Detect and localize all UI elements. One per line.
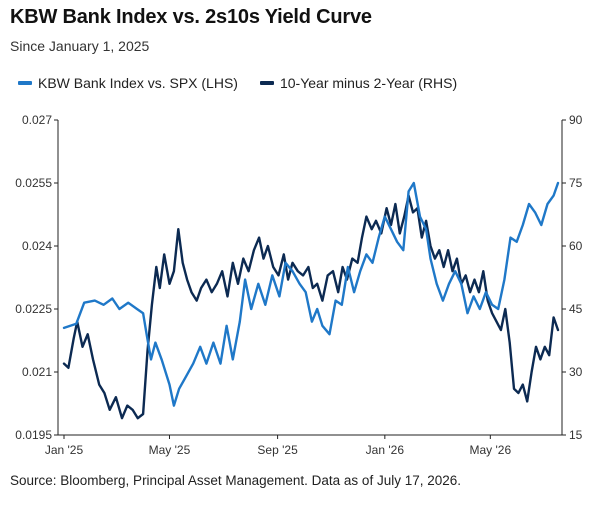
chart-title: KBW Bank Index vs. 2s10s Yield Curve — [10, 6, 372, 28]
y-right-tick-label: 30 — [569, 365, 583, 379]
axes: 0.0195 0.021 0.0225 0.024 0.0255 0.027 15 30 45 6… — [15, 113, 582, 457]
legend-label-kbw: KBW Bank Index vs. SPX (LHS) — [38, 75, 238, 91]
series-line-curve — [62, 194, 560, 420]
legend-label-curve: 10-Year minus 2-Year (RHS) — [279, 75, 458, 91]
y-right-tick-label: 45 — [569, 302, 583, 316]
x-tick-label: May '25 — [149, 443, 191, 457]
legend-swatch-kbw — [18, 81, 32, 85]
chart-subtitle: Since January 1, 2025 — [10, 38, 150, 54]
line-chart: 0.0195 0.021 0.0225 0.024 0.0255 0.027 15 30 45 6… — [15, 113, 582, 457]
y-right-tick-label: 60 — [569, 239, 583, 253]
legend: KBW Bank Index vs. SPX (LHS) 10-Year min… — [18, 75, 479, 91]
series-layer — [62, 181, 560, 420]
legend-swatch-curve — [259, 81, 274, 85]
y-left-tick-label: 0.021 — [22, 365, 52, 379]
y-right-tick-label: 90 — [569, 113, 583, 127]
source-note: Source: Bloomberg, Principal Asset Manag… — [10, 473, 461, 488]
y-left-tick-label: 0.024 — [22, 239, 52, 253]
x-tick-label: Sep '25 — [257, 443, 298, 457]
y-left-tick-label: 0.0225 — [15, 302, 52, 316]
x-tick-label: Jan '25 — [45, 443, 84, 457]
y-right-tick-label: 75 — [569, 176, 583, 190]
x-tick-label: Jan '26 — [366, 443, 405, 457]
legend-item-kbw: KBW Bank Index vs. SPX (LHS) — [18, 75, 238, 91]
y-left-tick-label: 0.0255 — [15, 176, 52, 190]
y-left-tick-label: 0.0195 — [15, 428, 52, 442]
x-tick-label: May '26 — [469, 443, 511, 457]
y-right-tick-label: 15 — [569, 428, 583, 442]
series-line-kbw — [62, 181, 560, 407]
y-left-tick-label: 0.027 — [22, 113, 52, 127]
legend-item-curve: 10-Year minus 2-Year (RHS) — [259, 75, 458, 91]
